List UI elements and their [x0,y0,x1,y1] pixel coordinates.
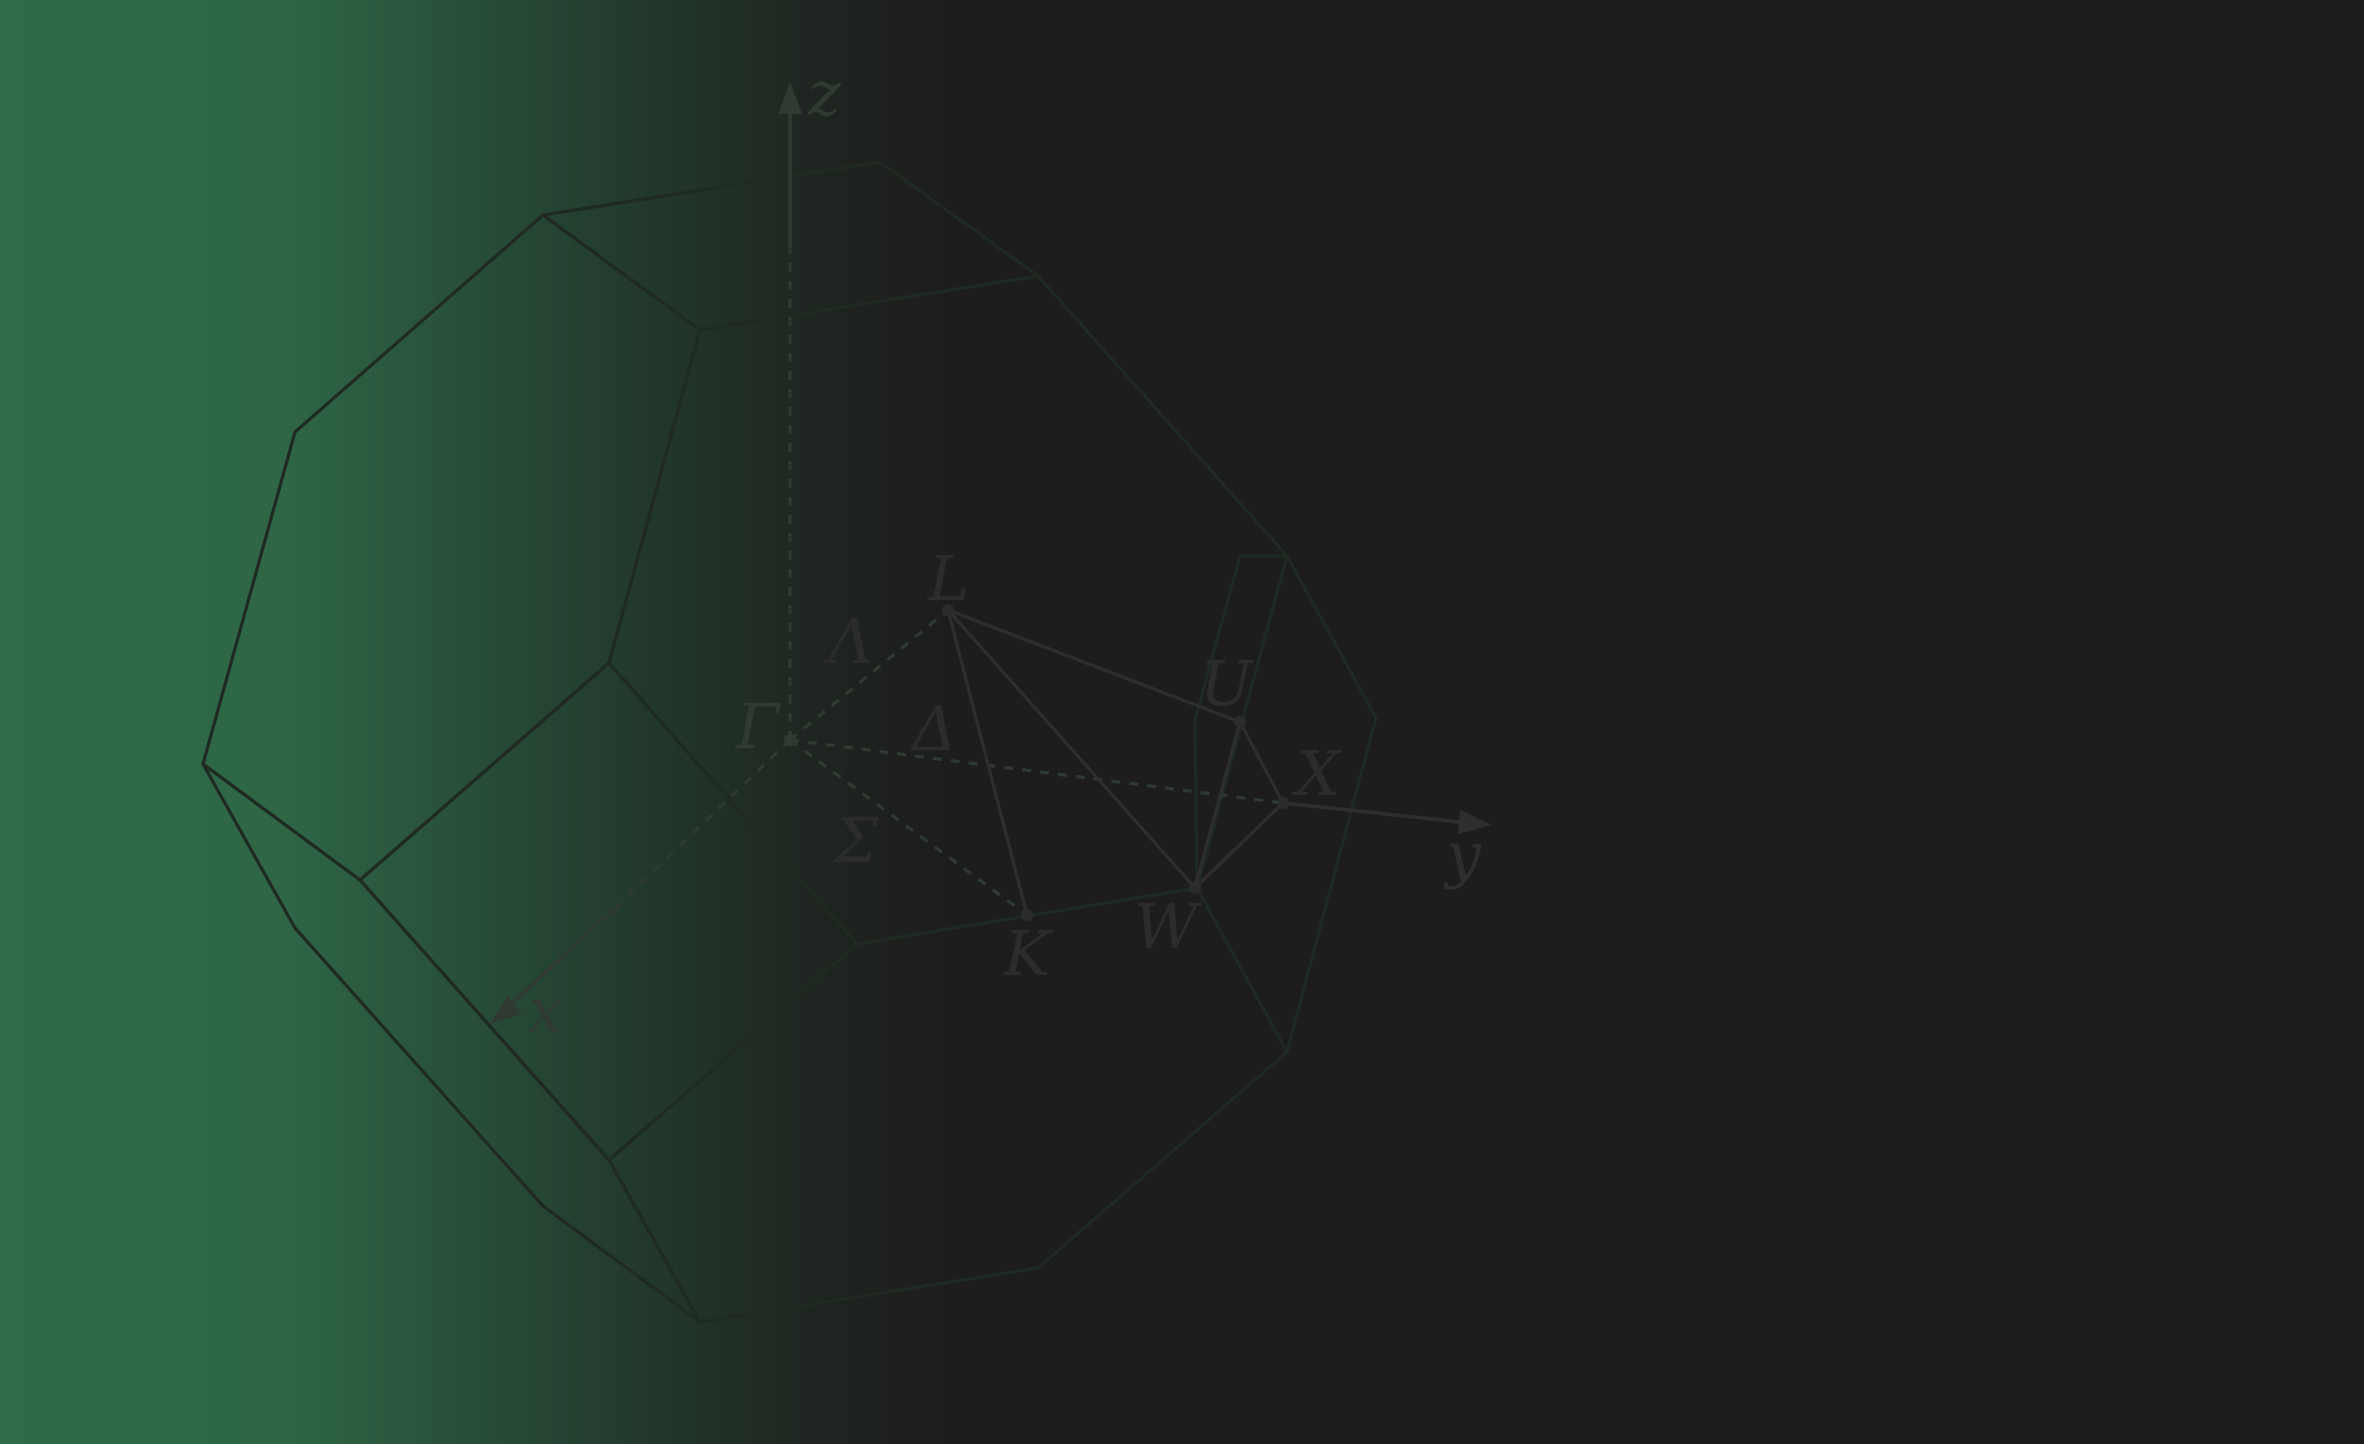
x-axis-label: x [528,974,563,1047]
lambda-line [788,608,950,742]
path-U-W [1193,721,1242,889]
point-K [1021,909,1033,921]
symmetry-points: Γ L U X W K Λ Δ Σ [735,542,1343,990]
point-U [1234,716,1246,728]
point-W [1189,882,1201,894]
label-X: X [1292,737,1343,810]
label-W: W [1134,890,1202,963]
y-axis-label: y [1443,818,1482,891]
point-L [942,604,954,616]
x-axis-arrow [490,996,522,1024]
label-U: U [1200,647,1254,720]
point-gamma [784,734,796,746]
y-axis-arrow [1458,810,1492,834]
path-L-W [946,608,1197,890]
label-delta: Δ [910,692,957,765]
path-L-U [947,608,1241,724]
sigma-line [789,738,1028,917]
x-axis-line [503,903,620,1012]
z-axis-arrow [778,82,802,114]
axes: z x y [490,57,1492,1047]
path-X-W [1193,801,1285,890]
delta-line [789,738,1284,805]
path-U-X [1238,721,1285,804]
label-lambda: Λ [823,605,873,678]
x-axis-hidden [616,738,792,907]
label-gamma: Γ [735,690,781,763]
path-L-K [946,609,1029,916]
label-sigma: Σ [832,804,879,877]
symmetry-paths [788,608,1285,917]
z-axis-label: z [807,57,841,130]
label-K: K [1003,917,1054,990]
point-X [1277,797,1289,809]
y-axis-line [1282,801,1461,824]
label-L: L [927,542,969,615]
